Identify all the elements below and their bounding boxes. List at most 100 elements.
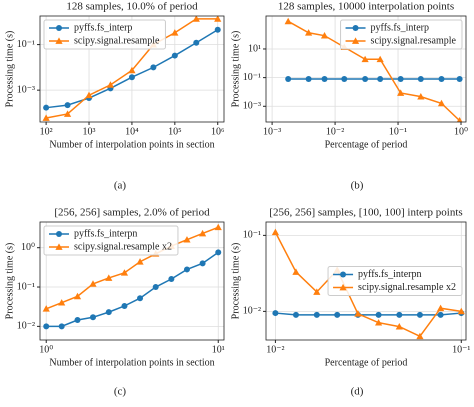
marker [214, 26, 221, 33]
series-line [45, 226, 219, 310]
legend-box [43, 225, 179, 256]
marker [361, 55, 369, 63]
marker [73, 292, 82, 300]
marker [183, 266, 190, 273]
marker [292, 311, 299, 318]
marker [437, 304, 445, 312]
plot-frame [265, 15, 467, 123]
marker [292, 268, 300, 275]
marker [272, 310, 279, 317]
y-axis-label: Processing time (s) [4, 243, 15, 320]
marker [192, 16, 200, 22]
marker [397, 89, 405, 96]
legend: pyffs.fs_interp scipy.signal.resample [43, 19, 166, 50]
y-axis-label: Processing time (s) [4, 31, 15, 108]
plot-frame [39, 15, 225, 123]
x-tick-label: 10⁻³ [263, 126, 281, 137]
marker [137, 295, 144, 302]
x-axis-label: Number of interpolation points in sectio… [49, 357, 214, 368]
marker [285, 76, 292, 83]
legend-label: pyffs.fs_interpn [74, 228, 137, 239]
y-axis-label: Processing time (s) [230, 243, 241, 320]
marker [456, 76, 463, 83]
marker [352, 25, 359, 31]
marker [456, 117, 463, 122]
x-tick-label: 10⁰ [454, 126, 468, 137]
y-tick-label: 10¹ [248, 43, 261, 54]
data-layer [42, 223, 222, 330]
marker [374, 319, 383, 326]
subplot: 10⁰ 10¹ 10⁻² 10⁻¹ 10⁰ [256, 256] samples, 2.0… [4, 207, 224, 398]
marker [271, 228, 280, 236]
marker [63, 110, 72, 117]
marker [438, 76, 445, 83]
marker [121, 302, 128, 309]
marker [106, 81, 115, 88]
marker [284, 17, 292, 25]
series-line [287, 20, 461, 122]
subplot-title: 128 samples, 10.0% of period [66, 1, 198, 13]
marker [341, 76, 348, 83]
legend-label: scipy.signal.resample x2 [358, 282, 456, 293]
marker [376, 55, 384, 63]
marker [437, 311, 444, 318]
marker [396, 311, 403, 318]
data-layer [271, 228, 465, 340]
x-tick-label: 10² [40, 126, 53, 137]
subplot-title: [256, 256] samples, [100, 100] interp po… [269, 207, 462, 219]
marker [150, 64, 157, 71]
marker [58, 323, 65, 330]
marker [354, 310, 362, 317]
x-tick-label: 10⁰ [39, 344, 53, 355]
marker [416, 311, 423, 318]
marker [42, 305, 50, 312]
marker [377, 76, 384, 83]
y-tick-label: 10⁻² [243, 306, 261, 317]
marker [417, 93, 425, 100]
x-tick-label: 10⁶ [211, 126, 225, 137]
y-tick-label: 10⁻³ [243, 101, 261, 112]
subplot-title: [256, 256] samples, 2.0% of period [54, 207, 210, 219]
x-tick-label: 10⁻² [326, 126, 344, 137]
marker [55, 37, 63, 44]
marker [214, 223, 222, 231]
marker [313, 311, 320, 318]
marker [437, 99, 446, 107]
subplot: 10⁻³ 10⁻² 10⁻¹ 10⁰ 10⁻³ 10⁻¹ 10¹ 128 samples, 1… [230, 1, 468, 192]
data-layer [284, 17, 463, 122]
marker [89, 314, 96, 321]
legend: pyffs.fs_interp scipy.signal.resample [340, 19, 463, 50]
data-layer [42, 16, 222, 121]
x-tick-label: 10³ [83, 126, 96, 137]
marker [171, 29, 179, 36]
marker [320, 32, 329, 39]
marker [55, 243, 63, 250]
legend: pyffs.fs_interpn scipy.signal.resample x2 [327, 266, 463, 296]
y-tick-label: 10⁻¹ [243, 230, 261, 241]
marker [120, 269, 129, 276]
marker [168, 275, 175, 282]
caption: (c) [114, 386, 127, 398]
marker [171, 52, 178, 59]
marker [417, 76, 424, 83]
marker [193, 39, 200, 46]
plot-frame [39, 221, 225, 341]
marker [56, 25, 62, 31]
legend-box [340, 19, 463, 50]
y-tick-label: 10⁻² [17, 321, 35, 332]
marker [416, 332, 424, 340]
marker [105, 309, 112, 316]
marker [305, 76, 312, 83]
marker [74, 317, 81, 324]
marker [152, 284, 159, 291]
series-line [275, 312, 462, 316]
marker [43, 323, 50, 330]
y-tick-label: 10⁰ [21, 242, 35, 253]
subplot: 10⁻² 10⁻¹ 10⁻² 10⁻¹ [256, 256] samples, [100… [230, 207, 470, 398]
x-tick-label: 10¹ [212, 344, 225, 355]
marker [64, 102, 71, 109]
caption: (a) [114, 180, 127, 192]
legend-label: pyffs.fs_interp [371, 22, 429, 33]
legend-box [43, 19, 166, 50]
legend-label: pyffs.fs_interpn [358, 269, 421, 280]
